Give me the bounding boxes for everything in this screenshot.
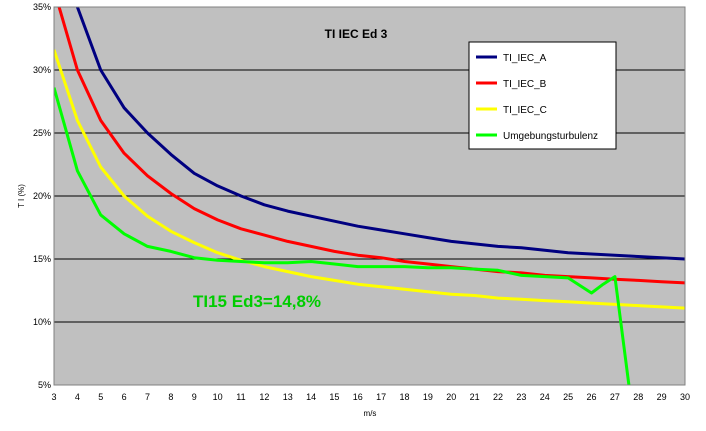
x-tick-label: 30 xyxy=(680,392,690,402)
x-axis-title: m/s xyxy=(364,409,377,418)
y-tick-label: 20% xyxy=(33,191,51,201)
legend-box xyxy=(468,41,617,150)
x-tick-labels: 3 4 5 6 7 8 9 10 11 12 13 14 15 16 17 18 19 20 21 22 23 24 25 2… xyxy=(51,392,690,402)
x-tick-label: 8 xyxy=(168,392,173,402)
legend-label-ti-iec-c: TI_IEC_C xyxy=(503,105,547,116)
x-tick-label: 6 xyxy=(122,392,127,402)
x-tick-label: 27 xyxy=(610,392,620,402)
x-tick-label: 22 xyxy=(493,392,503,402)
x-tick-label: 16 xyxy=(353,392,363,402)
chart-title: TI IEC Ed 3 xyxy=(325,27,388,41)
x-tick-label: 10 xyxy=(213,392,223,402)
x-tick-label: 13 xyxy=(283,392,293,402)
y-tick-label: 5% xyxy=(38,380,51,390)
y-tick-label: 25% xyxy=(33,128,51,138)
x-tick-label: 5 xyxy=(98,392,103,402)
y-tick-label: 15% xyxy=(33,254,51,264)
annotation-ti15: TI15 Ed3=14,8% xyxy=(193,292,321,311)
x-tick-label: 18 xyxy=(400,392,410,402)
legend-label-ti-iec-a: TI_IEC_A xyxy=(503,53,547,64)
x-tick-label: 9 xyxy=(192,392,197,402)
x-tick-label: 25 xyxy=(563,392,573,402)
series-line-umgebungsturbulenz xyxy=(54,87,631,385)
x-tick-label: 14 xyxy=(306,392,316,402)
x-tick-label: 26 xyxy=(587,392,597,402)
x-tick-label: 24 xyxy=(540,392,550,402)
x-tick-label: 23 xyxy=(516,392,526,402)
plot-frame xyxy=(53,6,686,386)
y-axis-title: T I (%) xyxy=(17,184,26,208)
series-line-ti-iec-b xyxy=(57,7,685,285)
x-tick-label: 11 xyxy=(236,392,245,402)
legend: TI_IEC_A TI_IEC_B TI_IEC_C Umgebungsturbule… xyxy=(468,41,617,150)
y-tick-label: 10% xyxy=(33,317,51,327)
series-line-ti-iec-c xyxy=(54,49,685,310)
grid xyxy=(54,69,685,323)
y-tick-label: 35% xyxy=(33,2,51,12)
legend-label-umgebungsturbulenz: Umgebungsturbulenz xyxy=(503,131,598,142)
legend-label-ti-iec-b: TI_IEC_B xyxy=(503,79,547,90)
x-tick-label: 19 xyxy=(423,392,433,402)
x-tick-label: 15 xyxy=(329,392,339,402)
x-tick-label: 28 xyxy=(633,392,643,402)
x-tick-label: 4 xyxy=(75,392,80,402)
x-tick-label: 17 xyxy=(376,392,386,402)
y-tick-label: 30% xyxy=(33,65,51,75)
x-tick-label: 7 xyxy=(145,392,150,402)
series-layer xyxy=(54,7,685,385)
x-tick-label: 3 xyxy=(51,392,56,402)
y-tick-labels: 5% 10% 15% 20% 25% 30% 35% xyxy=(33,2,51,390)
x-tick-label: 29 xyxy=(657,392,667,402)
x-tick-label: 21 xyxy=(470,392,480,402)
x-tick-label: 12 xyxy=(259,392,269,402)
series-line-ti-iec-a xyxy=(75,7,685,261)
x-tick-label: 20 xyxy=(446,392,456,402)
